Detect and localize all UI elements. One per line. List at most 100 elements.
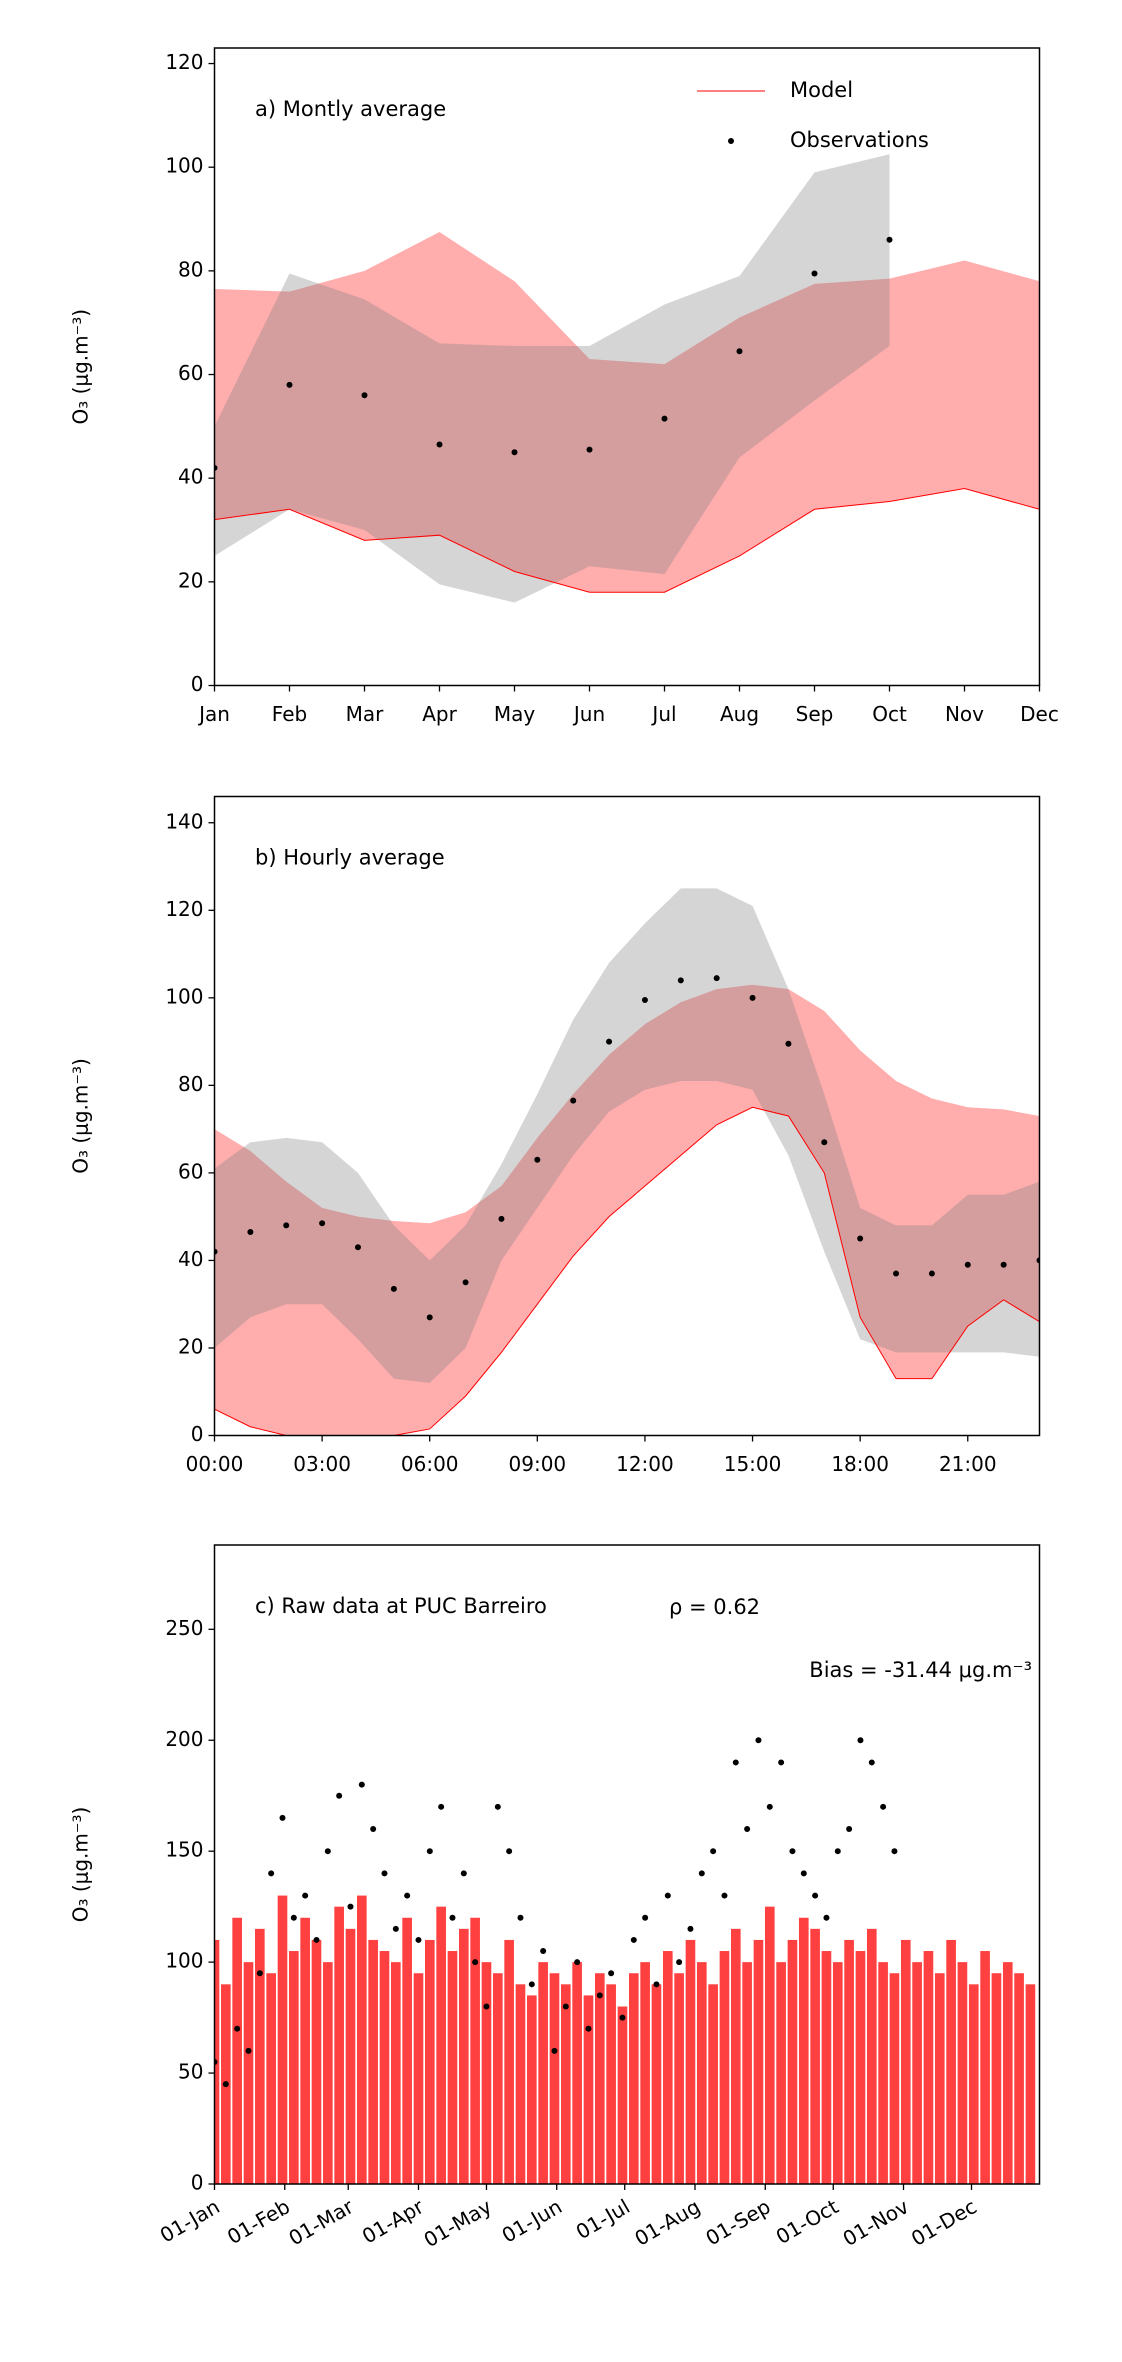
legend-label: Observations: [790, 128, 929, 152]
model-bar: [968, 1984, 979, 2184]
x-tick-label: Nov: [945, 702, 984, 726]
x-tick-label: 21:00: [939, 1452, 997, 1476]
observation-dot: [713, 975, 720, 982]
observation-dot: [361, 392, 368, 399]
observation-dot: [880, 1803, 887, 1810]
y-tick-label: 250: [165, 1616, 203, 1640]
band: [214, 984, 1040, 1436]
observation-dot: [785, 1040, 792, 1047]
panel-annotation: b) Hourly average: [255, 846, 445, 870]
observation-dot: [886, 236, 893, 243]
observation-dot: [834, 1848, 841, 1855]
y-tick-label: 100: [165, 1949, 203, 1973]
observation-dot: [404, 1892, 411, 1899]
model-bar: [810, 1928, 820, 2184]
y-tick-label: 80: [178, 257, 203, 281]
observation-dot: [562, 2003, 569, 2010]
y-tick-label: 80: [178, 1072, 203, 1096]
observation-dot: [585, 2025, 592, 2032]
observation-dot: [472, 1959, 479, 1966]
observation-dot: [268, 1870, 275, 1877]
observation-dot: [392, 1925, 399, 1932]
model-bar: [696, 1962, 707, 2184]
observation-dot: [755, 1737, 762, 1744]
y-tick-label: 150: [165, 1838, 203, 1862]
model-bar: [424, 1939, 435, 2184]
y-axis-label: O₃ (μg.m⁻³): [69, 1807, 93, 1923]
y-tick-label: 100: [165, 154, 203, 178]
model-bar: [549, 1973, 560, 2184]
observation-dot: [789, 1848, 796, 1855]
x-tick-label: Jan: [197, 702, 230, 726]
observation-dot: [778, 1759, 785, 1766]
observation-dot: [222, 2081, 229, 2088]
x-tick-label: 01-Mar: [284, 2194, 358, 2250]
x-tick-label: Jun: [572, 702, 605, 726]
y-axis-label: O₃ (μg.m⁻³): [69, 1058, 93, 1174]
observation-dot: [517, 1914, 524, 1921]
model-bar: [504, 1939, 514, 2184]
x-tick-label: Mar: [346, 702, 385, 726]
model-bar: [719, 1951, 730, 2184]
model-bar: [991, 1973, 1002, 2184]
y-tick-label: 50: [178, 2060, 203, 2084]
observation-dot: [286, 381, 293, 388]
x-tick-label: 01-Dec: [907, 2194, 981, 2250]
panel-annotation: a) Montly average: [255, 97, 446, 121]
y-tick-label: 120: [165, 50, 203, 74]
x-tick-label: 01-Feb: [223, 2194, 294, 2249]
observation-dot: [354, 1244, 361, 1251]
observation-dot: [811, 270, 818, 277]
x-tick-label: 01-Aug: [631, 2194, 705, 2250]
model-bar: [923, 1951, 934, 2184]
observation-dot: [449, 1914, 456, 1921]
legend-label: Model: [790, 78, 853, 102]
observation-dot: [234, 2025, 241, 2032]
observation-dot: [846, 1826, 853, 1832]
observation-dot: [642, 1914, 649, 1921]
model-bar: [742, 1962, 752, 2184]
model-bar: [844, 1939, 854, 2184]
x-tick-label: 00:00: [186, 1452, 244, 1476]
observation-dot: [964, 1261, 971, 1268]
observation-dot: [336, 1792, 343, 1799]
observation-dot: [766, 1803, 773, 1810]
x-tick-label: 01-Sep: [702, 2194, 775, 2250]
y-tick-label: 100: [165, 984, 203, 1008]
model-line: [214, 1106, 1040, 1436]
x-tick-label: 15:00: [724, 1452, 782, 1476]
observation-dot: [868, 1759, 875, 1766]
observation-dot: [630, 1936, 637, 1943]
model-bar: [764, 1906, 775, 2184]
x-tick-label: Aug: [720, 702, 759, 726]
y-tick-label: 40: [178, 1247, 203, 1271]
observation-dot: [511, 449, 518, 456]
observation-dot: [619, 2014, 626, 2021]
observation-dot: [800, 1870, 807, 1877]
panel-annotation: c) Raw data at PUC Barreiro: [255, 1594, 547, 1618]
model-bar: [311, 1939, 322, 2184]
model-bar: [515, 1984, 526, 2184]
model-bar: [413, 1973, 424, 2184]
y-tick-label: 20: [178, 1334, 203, 1358]
model-bar: [481, 1962, 492, 2184]
model-bar: [957, 1962, 968, 2184]
model-bar: [1014, 1973, 1024, 2184]
observation-dot: [324, 1848, 331, 1855]
model-bar: [583, 1995, 594, 2184]
model-bar: [594, 1973, 605, 2184]
observation-dot: [347, 1903, 354, 1910]
legend-dot: [728, 138, 734, 144]
model-bar: [912, 1962, 922, 2184]
model-bar: [776, 1962, 786, 2184]
observation-dot: [664, 1892, 671, 1899]
model-bar: [458, 1928, 469, 2184]
model-bar: [753, 1939, 764, 2184]
y-tick-label: 20: [178, 568, 203, 592]
observation-dot: [698, 1870, 705, 1877]
model-bar: [628, 1973, 639, 2184]
model-bar: [243, 1962, 254, 2184]
observation-dot: [661, 415, 668, 422]
observation-dot: [732, 1759, 739, 1766]
